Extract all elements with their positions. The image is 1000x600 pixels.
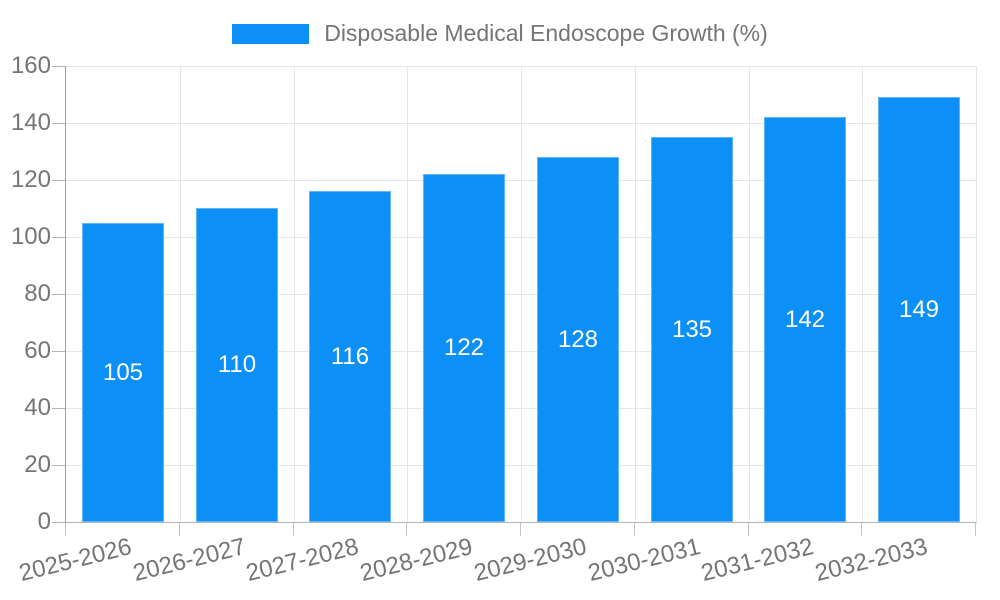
x-tick-mark bbox=[520, 523, 521, 536]
legend[interactable]: Disposable Medical Endoscope Growth (%) bbox=[0, 20, 1000, 47]
x-tick-mark bbox=[179, 523, 180, 536]
bar-value-label: 105 bbox=[102, 358, 144, 386]
bar[interactable]: 142 bbox=[764, 117, 846, 522]
x-tick-mark bbox=[975, 523, 976, 536]
bar-value-label: 128 bbox=[557, 325, 599, 353]
x-tick-mark bbox=[293, 523, 294, 536]
gridline-v bbox=[294, 66, 295, 522]
x-tick-mark bbox=[65, 523, 66, 536]
bar[interactable]: 149 bbox=[878, 97, 960, 522]
legend-swatch bbox=[232, 23, 310, 44]
gridline-v bbox=[862, 66, 863, 522]
bar[interactable]: 122 bbox=[423, 174, 505, 522]
gridline-v bbox=[180, 66, 181, 522]
y-tick-mark bbox=[52, 237, 65, 238]
x-tick-mark bbox=[406, 523, 407, 536]
y-tick-label: 120 bbox=[10, 166, 51, 193]
bar-value-label: 149 bbox=[898, 295, 940, 323]
y-tick-label: 40 bbox=[24, 394, 51, 421]
gridline-v bbox=[407, 66, 408, 522]
gridline-v bbox=[635, 66, 636, 522]
y-tick-label: 60 bbox=[24, 337, 51, 364]
gridline-v bbox=[749, 66, 750, 522]
y-tick-label: 20 bbox=[24, 451, 51, 478]
y-tick-mark bbox=[52, 408, 65, 409]
bar-value-label: 142 bbox=[784, 305, 826, 333]
y-tick-mark bbox=[52, 123, 65, 124]
y-tick-mark bbox=[52, 522, 65, 523]
y-tick-mark bbox=[52, 66, 65, 67]
bar[interactable]: 110 bbox=[196, 208, 278, 522]
y-tick-mark bbox=[52, 351, 65, 352]
bar-value-label: 116 bbox=[330, 342, 370, 370]
y-tick-label: 0 bbox=[37, 508, 51, 535]
bar-value-label: 110 bbox=[217, 351, 257, 378]
bar[interactable]: 135 bbox=[651, 137, 733, 522]
bar[interactable]: 116 bbox=[309, 191, 391, 522]
y-tick-label: 80 bbox=[24, 280, 51, 307]
bar-value-label: 122 bbox=[443, 334, 485, 361]
x-tick-mark bbox=[634, 523, 635, 536]
y-tick-label: 140 bbox=[10, 109, 51, 136]
bar-value-label: 135 bbox=[671, 315, 713, 343]
y-tick-mark bbox=[52, 180, 65, 181]
plot-area: 105 110 116 122 128 135 142 149 bbox=[65, 66, 977, 523]
legend-label: Disposable Medical Endoscope Growth (%) bbox=[324, 20, 768, 46]
y-tick-mark bbox=[52, 294, 65, 295]
x-tick-mark bbox=[861, 523, 862, 536]
gridline-v bbox=[521, 66, 522, 522]
x-tick-mark bbox=[748, 523, 749, 536]
bar[interactable]: 105 bbox=[82, 223, 164, 522]
y-tick-mark bbox=[52, 465, 65, 466]
bar[interactable]: 128 bbox=[537, 157, 619, 522]
y-tick-label: 100 bbox=[10, 223, 51, 250]
y-tick-label: 160 bbox=[10, 52, 51, 79]
